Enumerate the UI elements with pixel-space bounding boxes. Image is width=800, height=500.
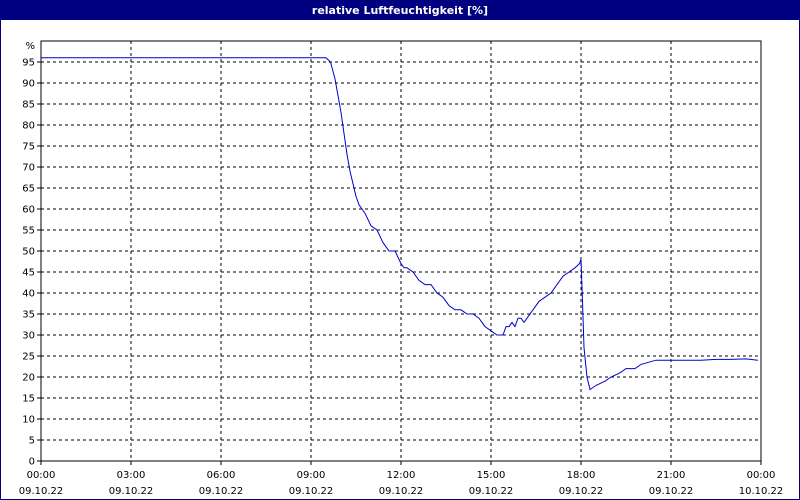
y-tick-label: 30 bbox=[22, 331, 35, 342]
y-axis-ticks: 0 5 10 15 20 25 30 35 40 45 50 55 60 65 70 75 80 85 90 95 bbox=[22, 58, 41, 468]
y-tick-label: 15 bbox=[22, 394, 35, 405]
grid-lines bbox=[41, 41, 761, 461]
y-tick-label: 40 bbox=[22, 289, 35, 300]
x-tick-date-label: 09.10.22 bbox=[199, 486, 244, 497]
x-tick-date-label: 09.10.22 bbox=[649, 486, 694, 497]
series-line-humidity bbox=[41, 57, 759, 391]
x-tick-date-label: 09.10.22 bbox=[289, 486, 334, 497]
x-tick-time-label: 18:00 bbox=[567, 470, 596, 481]
y-tick-label: 5 bbox=[29, 436, 35, 447]
y-tick-label: 0 bbox=[29, 457, 35, 468]
y-tick-label: 10 bbox=[22, 415, 35, 426]
x-tick-time-label: 12:00 bbox=[387, 470, 416, 481]
x-tick-date-label: 09.10.22 bbox=[559, 486, 604, 497]
x-tick-date-label: 09.10.22 bbox=[379, 486, 424, 497]
chart-title: relative Luftfeuchtigkeit [%] bbox=[1, 1, 799, 20]
y-tick-label: 65 bbox=[22, 184, 35, 195]
x-tick-time-label: 09:00 bbox=[297, 470, 326, 481]
x-tick-time-label: 21:00 bbox=[657, 470, 686, 481]
y-tick-label: 45 bbox=[22, 268, 35, 279]
y-tick-label: 80 bbox=[22, 121, 35, 132]
y-axis-unit-label: % bbox=[25, 41, 35, 52]
y-tick-label: 70 bbox=[22, 163, 35, 174]
x-tick-date-label: 09.10.22 bbox=[19, 486, 64, 497]
x-tick-time-label: 00:00 bbox=[747, 470, 776, 481]
x-tick-time-label: 15:00 bbox=[477, 470, 506, 481]
x-tick-date-label: 09.10.22 bbox=[469, 486, 514, 497]
y-tick-label: 50 bbox=[22, 247, 35, 258]
x-tick-date-label: 09.10.22 bbox=[109, 486, 154, 497]
y-tick-label: 85 bbox=[22, 100, 35, 111]
x-tick-time-label: 00:00 bbox=[27, 470, 56, 481]
x-axis-ticks: 00:00 09.10.22 03:00 09.10.22 06:00 09.10.22 0… bbox=[19, 461, 784, 497]
y-tick-label: 35 bbox=[22, 310, 35, 321]
y-tick-label: 75 bbox=[22, 142, 35, 153]
x-tick-time-label: 06:00 bbox=[207, 470, 236, 481]
y-tick-label: 60 bbox=[22, 205, 35, 216]
y-tick-label: 20 bbox=[22, 373, 35, 384]
y-tick-label: 95 bbox=[22, 58, 35, 69]
y-tick-label: 25 bbox=[22, 352, 35, 363]
x-tick-date-label: 10.10.22 bbox=[739, 486, 784, 497]
y-tick-label: 90 bbox=[22, 79, 35, 90]
y-tick-label: 55 bbox=[22, 226, 35, 237]
x-tick-time-label: 03:00 bbox=[117, 470, 146, 481]
